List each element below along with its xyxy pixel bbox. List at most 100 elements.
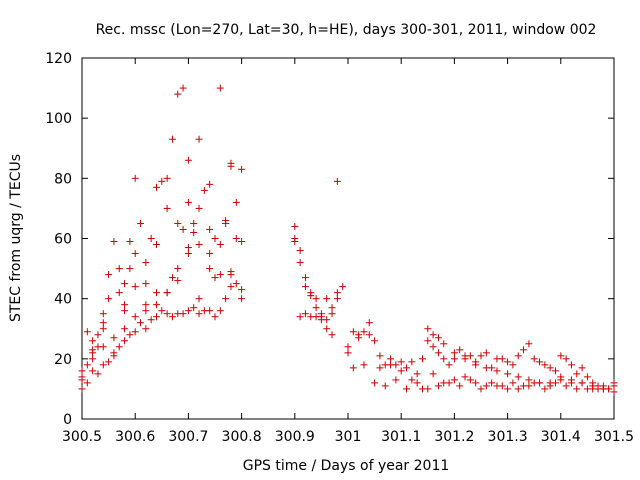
data-point bbox=[418, 355, 426, 363]
data-point bbox=[360, 328, 368, 336]
data-point bbox=[152, 241, 160, 249]
data-point bbox=[610, 382, 618, 390]
data-point bbox=[211, 235, 219, 242]
data-point bbox=[514, 373, 522, 381]
data-point bbox=[152, 313, 160, 321]
data-point bbox=[83, 361, 91, 369]
data-point bbox=[211, 313, 219, 321]
data-point bbox=[461, 373, 469, 381]
data-point bbox=[195, 310, 203, 318]
data-point bbox=[477, 385, 485, 393]
data-point bbox=[232, 280, 240, 288]
data-point bbox=[200, 186, 208, 194]
data-point bbox=[371, 337, 379, 345]
data-point bbox=[413, 379, 421, 387]
data-point bbox=[190, 228, 198, 236]
data-point bbox=[163, 174, 171, 182]
data-point bbox=[227, 283, 235, 291]
data-point bbox=[131, 174, 139, 182]
data-point bbox=[121, 307, 129, 315]
data-point bbox=[312, 313, 320, 321]
data-point bbox=[206, 180, 214, 188]
data-point bbox=[567, 361, 575, 369]
data-point bbox=[525, 376, 533, 384]
data-point bbox=[121, 301, 129, 309]
data-point bbox=[583, 373, 591, 381]
y-axis-label: STEC from uqrg / TECUs bbox=[8, 154, 24, 322]
x-tick-label: 301.5 bbox=[594, 429, 634, 445]
data-point bbox=[238, 286, 246, 294]
data-point bbox=[424, 385, 432, 393]
data-point bbox=[349, 328, 357, 336]
data-point bbox=[222, 219, 230, 227]
data-point bbox=[466, 376, 474, 384]
data-point bbox=[94, 370, 102, 378]
data-point bbox=[434, 349, 442, 357]
data-point bbox=[450, 376, 458, 384]
data-point bbox=[429, 370, 437, 378]
data-point bbox=[206, 265, 214, 273]
data-point bbox=[530, 355, 538, 363]
data-point bbox=[126, 331, 134, 339]
data-point bbox=[216, 307, 224, 315]
data-point bbox=[190, 304, 198, 312]
data-point bbox=[312, 295, 320, 303]
data-point bbox=[142, 301, 150, 309]
data-point bbox=[131, 250, 139, 258]
data-point bbox=[142, 307, 150, 315]
data-point bbox=[238, 238, 246, 246]
data-point bbox=[131, 283, 139, 291]
data-point bbox=[573, 385, 581, 393]
data-point bbox=[514, 352, 522, 360]
data-point bbox=[562, 355, 570, 363]
data-point bbox=[137, 219, 145, 227]
data-point bbox=[477, 352, 485, 360]
data-point bbox=[328, 304, 336, 312]
data-point bbox=[504, 358, 512, 366]
data-point bbox=[105, 358, 113, 366]
data-point bbox=[110, 238, 118, 246]
data-point bbox=[211, 274, 219, 282]
data-point bbox=[387, 355, 395, 363]
data-point bbox=[541, 385, 549, 393]
data-point bbox=[610, 388, 618, 396]
data-point bbox=[89, 367, 97, 375]
data-point bbox=[333, 295, 341, 303]
data-point bbox=[520, 346, 528, 354]
data-point bbox=[339, 283, 347, 291]
data-points bbox=[78, 84, 618, 396]
data-point bbox=[195, 135, 203, 143]
data-point bbox=[546, 379, 554, 387]
data-point bbox=[89, 346, 97, 354]
data-point bbox=[557, 376, 565, 384]
data-point bbox=[387, 361, 395, 369]
data-point bbox=[121, 280, 129, 288]
data-point bbox=[355, 331, 363, 339]
data-point bbox=[488, 379, 496, 387]
data-point bbox=[99, 343, 107, 351]
data-point bbox=[376, 352, 384, 360]
data-point bbox=[498, 382, 506, 390]
y-tick-label: 60 bbox=[54, 232, 72, 248]
data-point bbox=[429, 331, 437, 339]
data-point bbox=[605, 385, 613, 393]
data-point bbox=[509, 379, 517, 387]
data-point bbox=[168, 313, 176, 321]
data-point bbox=[126, 265, 134, 273]
data-point bbox=[520, 382, 528, 390]
data-point bbox=[206, 307, 214, 315]
data-point bbox=[493, 367, 501, 375]
data-point bbox=[291, 235, 299, 242]
x-axis-label: GPS time / Days of year 2011 bbox=[243, 458, 450, 474]
data-point bbox=[179, 225, 187, 233]
data-point bbox=[296, 313, 304, 321]
data-point bbox=[142, 325, 150, 333]
data-point bbox=[94, 331, 102, 339]
data-point bbox=[179, 84, 187, 92]
data-point bbox=[557, 352, 565, 360]
data-point bbox=[392, 376, 400, 384]
y-tick-label: 0 bbox=[63, 412, 72, 428]
x-tick-label: 300.7 bbox=[168, 429, 208, 445]
data-point bbox=[238, 165, 246, 173]
data-point bbox=[190, 219, 198, 227]
